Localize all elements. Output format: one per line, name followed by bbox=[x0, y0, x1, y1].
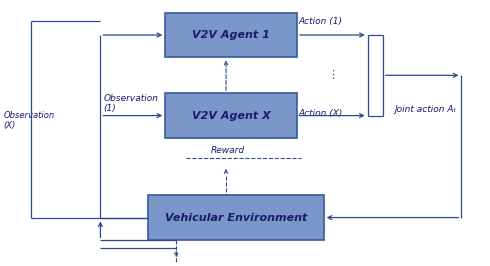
FancyBboxPatch shape bbox=[165, 13, 297, 57]
Text: V2V Agent X: V2V Agent X bbox=[192, 111, 270, 120]
Text: Vehicular Environment: Vehicular Environment bbox=[165, 213, 307, 223]
Text: V2V Agent 1: V2V Agent 1 bbox=[192, 30, 270, 40]
Text: Action (X): Action (X) bbox=[299, 109, 343, 118]
Text: Observation
(X): Observation (X) bbox=[4, 111, 55, 130]
Text: Action (1): Action (1) bbox=[299, 17, 343, 26]
FancyBboxPatch shape bbox=[165, 93, 297, 138]
Text: Observation
(1): Observation (1) bbox=[103, 94, 158, 113]
FancyBboxPatch shape bbox=[148, 195, 324, 240]
Text: ⋮: ⋮ bbox=[327, 70, 338, 80]
Text: Reward: Reward bbox=[211, 146, 245, 155]
Text: Joint action Aₜ: Joint action Aₜ bbox=[394, 105, 456, 114]
